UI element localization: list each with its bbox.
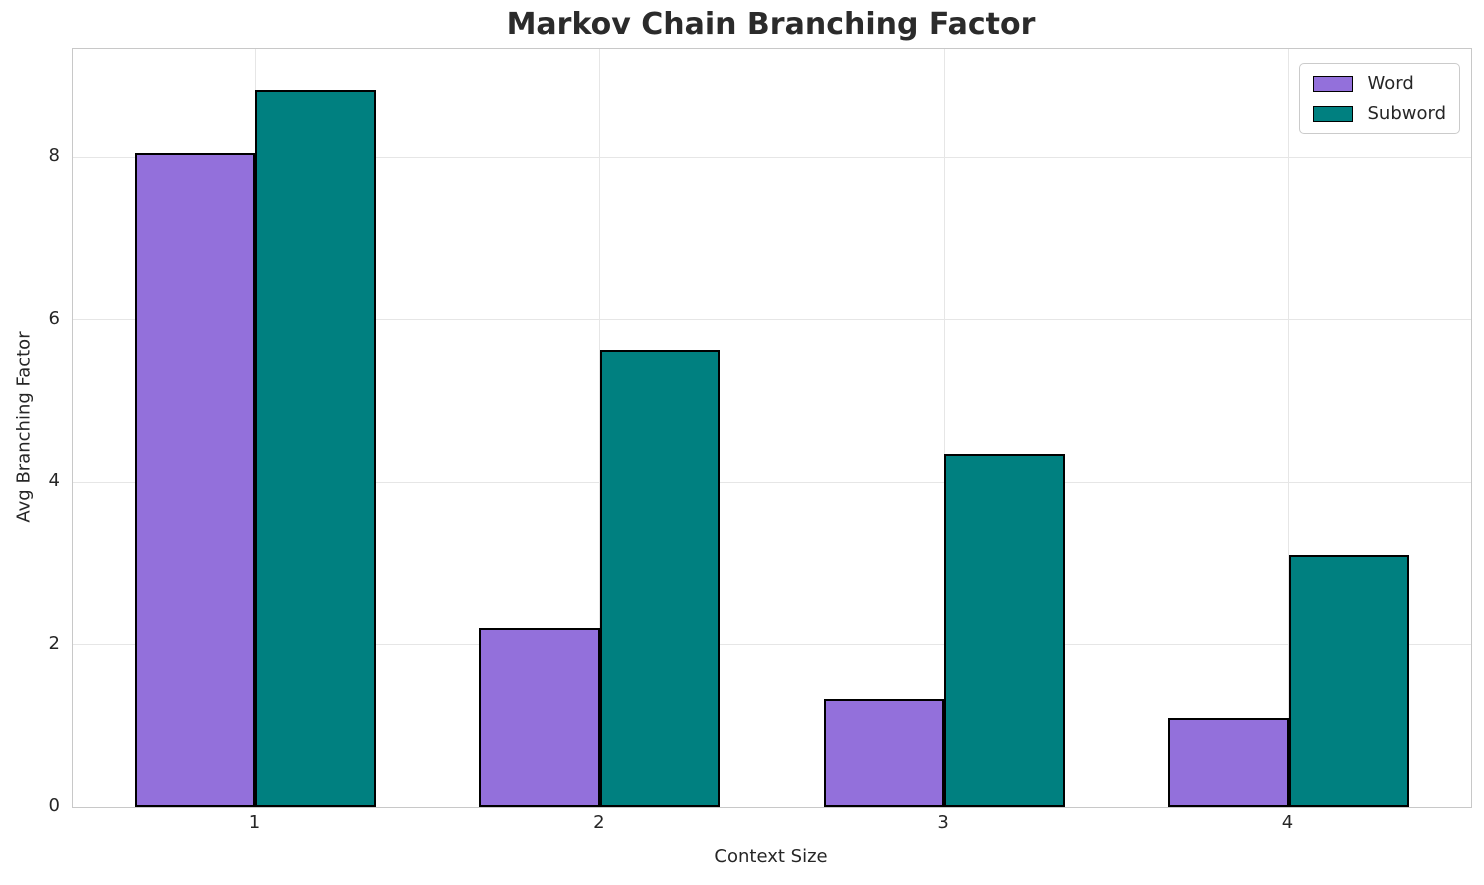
y-tick-label: 4 [48, 470, 60, 492]
x-tick-label: 1 [248, 812, 261, 833]
bar-word-group-3 [823, 698, 945, 807]
bar-subword-group-3 [944, 453, 1065, 807]
y-tick-label: 0 [48, 795, 60, 816]
x-tick-label: 4 [1281, 812, 1294, 833]
bar-word-group-1 [134, 153, 256, 807]
legend-item-word: Word [1313, 73, 1446, 94]
bar-subword-group-4 [1288, 555, 1410, 807]
legend-swatch-word [1313, 75, 1354, 92]
y-tick-label: 8 [48, 145, 60, 167]
y-tick-label: 2 [48, 632, 60, 654]
y-axis-label: Avg Branching Factor [13, 331, 35, 523]
x-tick-label: 3 [937, 812, 949, 833]
legend: Word Subword [1299, 63, 1460, 134]
chart-title: Markov Chain Branching Factor [506, 7, 1036, 42]
gridline-horizontal [73, 481, 1471, 483]
bar-subword-group-1 [255, 90, 376, 807]
bar-word-group-2 [479, 628, 600, 807]
legend-item-subword: Subword [1313, 103, 1446, 124]
legend-label-word: Word [1367, 73, 1414, 94]
gridline-vertical [943, 49, 945, 807]
x-tick-label: 2 [593, 812, 605, 833]
bar-subword-group-2 [599, 350, 721, 807]
gridline-horizontal [73, 319, 1471, 321]
gridline-vertical [1288, 49, 1289, 807]
legend-label-subword: Subword [1367, 103, 1446, 124]
x-axis-label: Context Size [714, 846, 828, 867]
gridline-horizontal [73, 644, 1471, 645]
gridline-horizontal [73, 156, 1471, 158]
bar-word-group-4 [1167, 717, 1289, 807]
legend-swatch-subword [1313, 105, 1354, 122]
y-tick-label: 6 [48, 307, 60, 329]
plot-area: Word Subword [72, 48, 1472, 808]
